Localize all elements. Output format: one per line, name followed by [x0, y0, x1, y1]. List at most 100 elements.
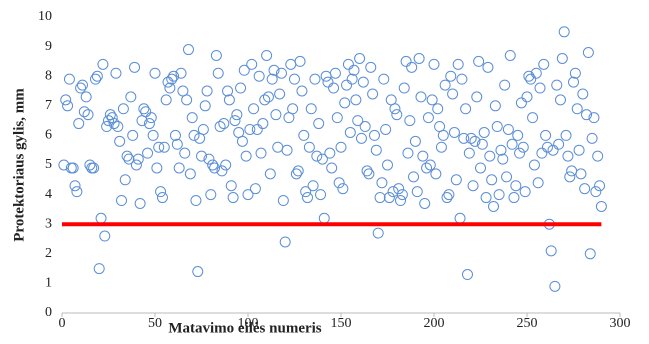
point: [426, 94, 438, 106]
point: [305, 103, 317, 115]
point: [262, 91, 274, 103]
point: [229, 115, 241, 127]
point: [417, 150, 429, 162]
point: [359, 121, 371, 133]
point: [448, 126, 460, 138]
point: [497, 153, 509, 165]
point: [117, 103, 129, 115]
point: [581, 109, 593, 121]
point: [489, 100, 501, 112]
point: [465, 132, 477, 144]
point: [395, 195, 407, 207]
y-tick-label: 6: [45, 128, 52, 143]
point: [354, 52, 366, 64]
point: [88, 162, 100, 174]
point: [246, 58, 258, 70]
point: [450, 174, 462, 186]
point: [421, 162, 433, 174]
point: [129, 61, 141, 73]
point: [541, 141, 553, 153]
point: [149, 67, 161, 79]
point: [173, 162, 185, 174]
point: [127, 129, 139, 141]
point: [142, 147, 154, 159]
point: [315, 189, 327, 201]
point: [132, 153, 144, 165]
point: [309, 73, 321, 85]
point: [571, 103, 583, 115]
point: [324, 147, 336, 159]
point: [103, 115, 114, 127]
point: [251, 123, 263, 135]
point: [445, 70, 457, 82]
point: [435, 141, 447, 153]
point: [60, 94, 72, 106]
point: [201, 85, 213, 97]
point: [502, 123, 514, 135]
point: [553, 138, 565, 150]
point: [125, 91, 137, 103]
point: [275, 67, 287, 79]
point: [235, 82, 247, 94]
point: [361, 165, 373, 177]
point: [207, 159, 219, 171]
point: [467, 180, 479, 192]
point: [199, 100, 211, 112]
point: [143, 118, 155, 130]
point: [223, 94, 235, 106]
point: [253, 70, 265, 82]
point: [504, 49, 516, 61]
point: [527, 112, 539, 124]
point: [335, 141, 347, 153]
point: [590, 186, 602, 198]
point: [114, 135, 126, 147]
point: [393, 183, 405, 195]
x-tick-label: 300: [610, 316, 631, 331]
point: [110, 67, 122, 79]
point: [290, 168, 302, 180]
point: [491, 121, 503, 133]
point: [346, 73, 358, 85]
point: [493, 189, 505, 201]
y-tick-label: 5: [45, 157, 52, 172]
point: [547, 144, 559, 156]
y-tick-label: 9: [45, 39, 52, 54]
point: [387, 186, 399, 198]
point: [452, 58, 464, 70]
point: [164, 82, 176, 94]
point: [523, 70, 535, 82]
point: [302, 192, 314, 204]
y-tick-label: 7: [45, 98, 52, 113]
point: [89, 73, 101, 85]
point: [564, 171, 576, 183]
point: [123, 153, 135, 165]
point: [517, 141, 529, 153]
point: [383, 192, 395, 204]
point: [350, 94, 362, 106]
point: [99, 230, 111, 242]
point: [424, 159, 436, 171]
point: [296, 85, 308, 97]
point: [460, 103, 472, 115]
point: [441, 192, 453, 204]
point: [530, 67, 542, 79]
point: [134, 197, 146, 209]
point: [409, 135, 421, 147]
point: [471, 91, 483, 103]
point: [188, 129, 200, 141]
x-tick-label: 250: [517, 316, 538, 331]
point: [352, 115, 364, 127]
point: [443, 189, 455, 201]
point: [569, 67, 581, 79]
point: [322, 76, 334, 88]
y-tick-label: 10: [38, 9, 52, 24]
point: [411, 186, 423, 198]
point: [294, 55, 306, 67]
point: [190, 195, 202, 207]
point: [519, 186, 531, 198]
point: [482, 61, 494, 73]
point: [210, 49, 222, 61]
point: [318, 212, 330, 224]
point: [147, 129, 159, 141]
